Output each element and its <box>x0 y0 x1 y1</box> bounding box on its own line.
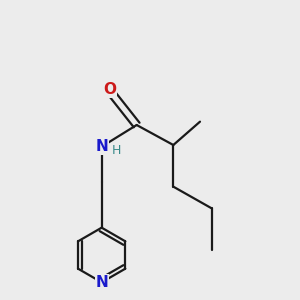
Text: N: N <box>95 275 108 290</box>
Text: H: H <box>112 143 122 157</box>
Text: N: N <box>95 139 108 154</box>
Text: O: O <box>103 82 116 97</box>
